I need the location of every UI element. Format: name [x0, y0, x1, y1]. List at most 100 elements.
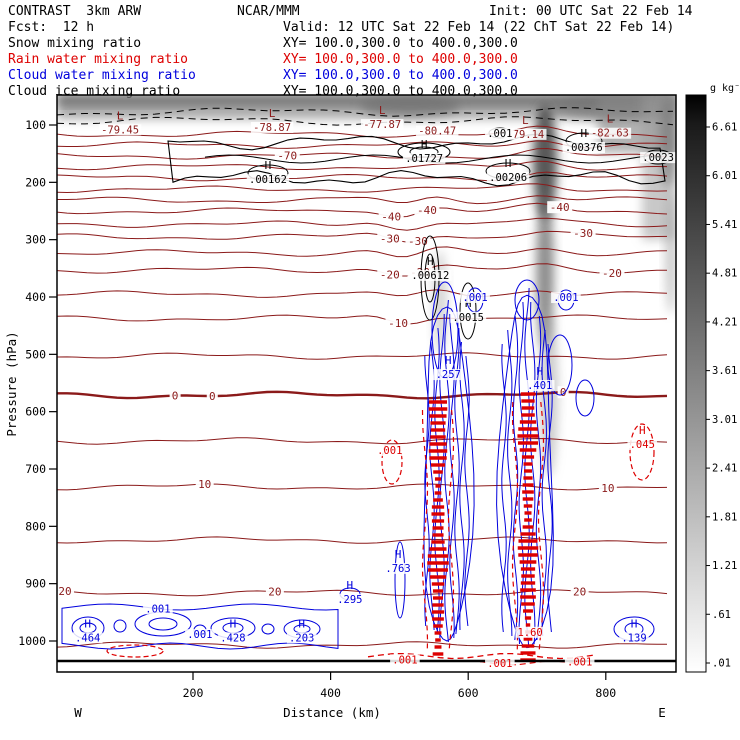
svg-text:.0015: .0015: [452, 312, 484, 324]
svg-text:H: H: [421, 138, 428, 151]
svg-text:6.61: 6.61: [712, 122, 737, 134]
rain-water-contours: [106, 392, 655, 666]
svg-text:L: L: [379, 104, 386, 117]
svg-text:-40: -40: [417, 204, 437, 217]
svg-text:1000: 1000: [18, 634, 46, 648]
svg-text:.001: .001: [377, 445, 402, 457]
legend-xy-snow: XY= 100.0,300.0 to 400.0,300.0: [283, 36, 518, 51]
svg-text:4.21: 4.21: [712, 316, 737, 328]
svg-text:H: H: [505, 157, 512, 170]
svg-text:400: 400: [25, 290, 46, 304]
svg-text:800: 800: [595, 686, 616, 700]
svg-text:.257: .257: [436, 369, 461, 381]
svg-text:200: 200: [183, 686, 204, 700]
svg-text:H: H: [84, 617, 91, 630]
svg-text:.0023: .0023: [642, 152, 674, 164]
svg-text:.763: .763: [385, 563, 410, 575]
svg-text:.00612: .00612: [411, 270, 449, 282]
valid-time: Valid: 12 UTC Sat 22 Feb 14 (22 ChT Sat …: [283, 20, 675, 35]
legend-label-snow: Snow mixing ratio: [8, 36, 142, 51]
svg-text:-70: -70: [277, 149, 297, 162]
svg-text:-20: -20: [602, 267, 622, 280]
svg-text:.001: .001: [567, 657, 592, 669]
svg-text:.401: .401: [527, 380, 552, 392]
svg-text:-40: -40: [550, 201, 570, 214]
x-axis-label: Distance (km): [283, 705, 381, 720]
west-end-label: W: [74, 705, 82, 720]
svg-text:-30: -30: [408, 235, 428, 248]
svg-text:700: 700: [25, 462, 46, 476]
svg-text:-80.47: -80.47: [418, 126, 456, 138]
svg-text:0: 0: [560, 386, 567, 399]
svg-text:H: H: [536, 365, 543, 378]
svg-text:6.01: 6.01: [712, 170, 737, 182]
east-end-label: E: [658, 705, 666, 720]
svg-text:0: 0: [172, 390, 179, 403]
svg-text:.139: .139: [621, 632, 646, 644]
svg-text:.001: .001: [553, 292, 578, 304]
svg-text:-79.14: -79.14: [506, 129, 544, 141]
svg-text:.295: .295: [337, 594, 362, 606]
svg-text:.001: .001: [187, 629, 212, 641]
svg-text:.01727: .01727: [405, 153, 443, 165]
svg-text:H: H: [298, 617, 305, 630]
svg-text:3.01: 3.01: [712, 414, 737, 426]
svg-text:L: L: [607, 113, 614, 126]
svg-text:H: H: [445, 354, 452, 367]
model-title: CONTRAST 3km ARW: [8, 4, 142, 19]
svg-text:-78.87: -78.87: [253, 122, 291, 134]
svg-text:900: 900: [25, 577, 46, 591]
colorbar-title: g kg⁻¹: [710, 83, 740, 94]
svg-text:.001: .001: [487, 658, 512, 670]
snow-shading: [57, 95, 676, 477]
colorbar: g kg⁻¹ 6.61 6.01 5.41 4.81 4.21 3.61 3.01 2.41 1.…: [685, 83, 740, 673]
svg-text:L: L: [269, 107, 276, 120]
svg-text:10: 10: [198, 478, 211, 491]
svg-text:0: 0: [209, 390, 216, 403]
svg-text:1.60: 1.60: [517, 627, 542, 639]
svg-text:H: H: [639, 424, 646, 437]
svg-text:H: H: [631, 617, 638, 630]
svg-text:H: H: [580, 127, 587, 140]
svg-text:.01: .01: [712, 657, 731, 669]
svg-text:H: H: [465, 297, 472, 310]
svg-text:.001: .001: [145, 603, 170, 615]
svg-text:-30: -30: [573, 227, 593, 240]
svg-text:-40: -40: [381, 210, 401, 223]
svg-text:800: 800: [25, 519, 46, 533]
temperature-contours: [57, 125, 668, 649]
svg-text:200: 200: [25, 175, 46, 189]
legend-label-cloud-water: Cloud water mixing ratio: [8, 68, 196, 83]
svg-text:L: L: [522, 114, 529, 127]
svg-text:600: 600: [25, 405, 46, 419]
svg-text:2.41: 2.41: [712, 463, 737, 475]
svg-text:H: H: [265, 159, 272, 172]
svg-text:300: 300: [25, 233, 46, 247]
svg-text:.61: .61: [712, 609, 731, 621]
svg-text:400: 400: [320, 686, 341, 700]
svg-text:.001: .001: [462, 292, 487, 304]
init-time: Init: 00 UTC Sat 22 Feb 14: [489, 4, 693, 19]
svg-text:.045: .045: [630, 439, 655, 451]
svg-text:4.81: 4.81: [712, 268, 737, 280]
svg-text:.00376: .00376: [565, 142, 603, 154]
y-axis-label: Pressure (hPa): [4, 331, 19, 436]
svg-text:.00162: .00162: [249, 174, 287, 186]
svg-text:-20: -20: [380, 268, 400, 281]
forecast-hour: Fcst: 12 h: [8, 20, 95, 35]
svg-text:-10: -10: [388, 317, 408, 330]
svg-text:H: H: [347, 579, 354, 592]
svg-text:-82.63: -82.63: [591, 128, 629, 140]
svg-text:10: 10: [601, 482, 614, 495]
svg-text:3.61: 3.61: [712, 365, 737, 377]
svg-text:-77.87: -77.87: [363, 119, 401, 131]
svg-text:20: 20: [58, 585, 71, 598]
svg-text:20: 20: [573, 585, 586, 598]
svg-text:.001: .001: [487, 128, 512, 140]
extrema-labels: L -79.45 L -78.87 L -77.87 -80.47 L -79.14 L -82.6…: [72, 104, 677, 670]
svg-text:.428: .428: [220, 632, 245, 644]
legend-label-rain: Rain water mixing ratio: [8, 52, 189, 67]
svg-text:H: H: [395, 548, 402, 561]
